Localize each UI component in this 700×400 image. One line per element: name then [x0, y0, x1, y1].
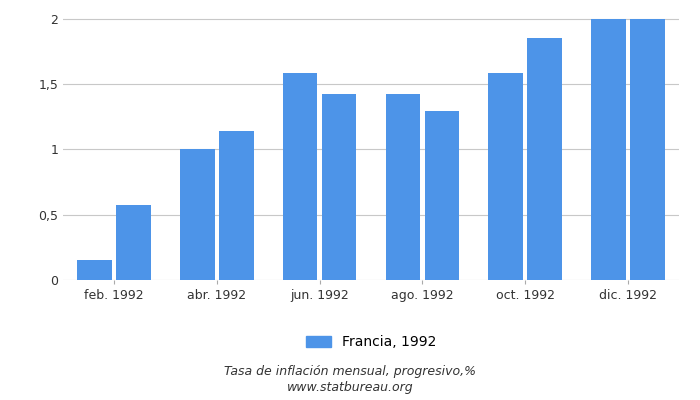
Bar [77, 260, 112, 280]
Bar [386, 94, 421, 280]
Text: www.statbureau.org: www.statbureau.org [287, 382, 413, 394]
Bar [527, 38, 562, 280]
Bar [180, 149, 215, 280]
Bar [489, 74, 523, 280]
Bar [592, 18, 626, 280]
Bar [283, 74, 318, 280]
Bar [219, 131, 253, 280]
Text: Tasa de inflación mensual, progresivo,%: Tasa de inflación mensual, progresivo,% [224, 366, 476, 378]
Bar [424, 111, 459, 280]
Bar [630, 18, 665, 280]
Bar [116, 206, 150, 280]
Bar [321, 94, 356, 280]
Legend: Francia, 1992: Francia, 1992 [300, 330, 442, 355]
